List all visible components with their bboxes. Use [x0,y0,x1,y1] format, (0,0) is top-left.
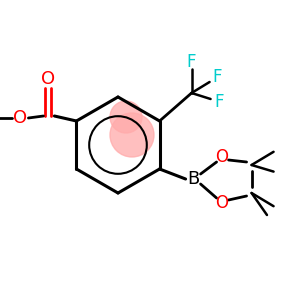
Text: F: F [187,53,196,71]
Text: B: B [188,170,200,188]
Circle shape [110,113,154,157]
Text: F: F [215,93,224,111]
Text: O: O [215,194,228,212]
Text: O: O [41,70,56,88]
Circle shape [110,101,142,133]
Text: O: O [14,109,28,127]
Text: O: O [215,148,228,166]
Text: F: F [213,68,222,86]
